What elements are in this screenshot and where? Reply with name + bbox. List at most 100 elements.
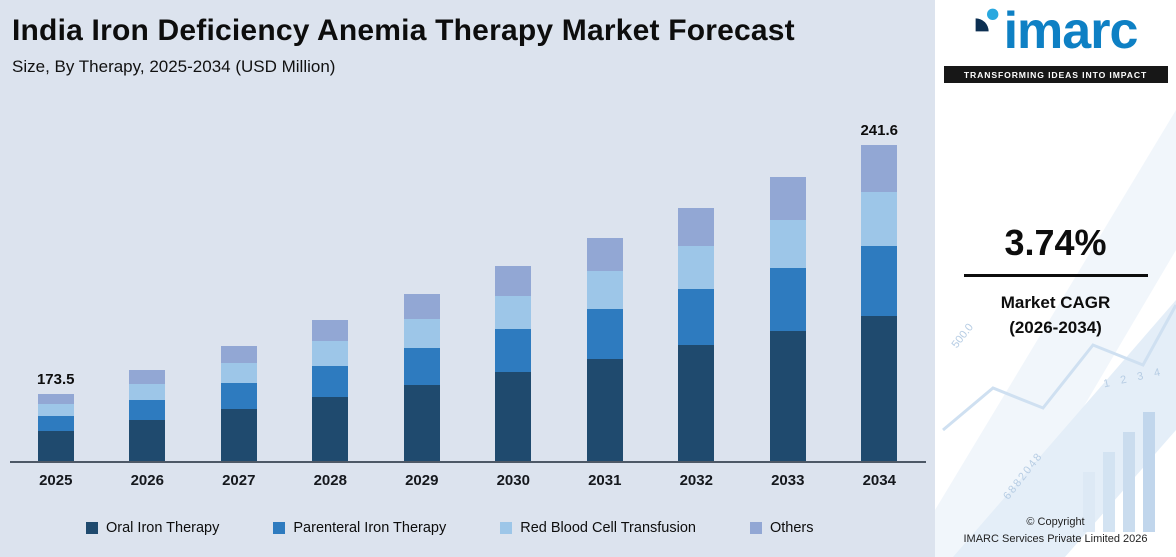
segment-parenteral-iron-therapy-2034 <box>861 246 898 316</box>
bar-column-2030 <box>468 100 560 462</box>
copyright-line1: © Copyright <box>1026 516 1085 528</box>
x-axis-label-2031: 2031 <box>588 472 622 489</box>
segment-others-2025 <box>37 394 74 405</box>
brand-panel: 500.0 1 2 3 4 6882048 imarc TRANSFORMING… <box>935 0 1176 557</box>
legend-item-parenteral-iron-therapy: Parenteral Iron Therapy <box>273 520 446 536</box>
segment-red-blood-cell-transfusion-2031 <box>586 271 623 310</box>
chart-header: India Iron Deficiency Anemia Therapy Mar… <box>12 14 795 77</box>
cagr-label: Market CAGR <box>1000 293 1111 312</box>
segment-red-blood-cell-transfusion-2025 <box>37 404 74 416</box>
x-axis-label-2030: 2030 <box>496 472 530 489</box>
legend-swatch-parenteral-iron-therapy <box>273 522 286 534</box>
bar-column-2029 <box>376 100 468 463</box>
x-axis-label-2028: 2028 <box>313 472 347 489</box>
bar-column-2025: 173.5 <box>10 100 102 462</box>
segment-others-2028 <box>312 320 349 342</box>
segment-red-blood-cell-transfusion-2032 <box>678 245 715 290</box>
segment-others-2026 <box>129 370 166 385</box>
imarc-logo: imarc TRANSFORMING IDEAS INTO IMPACT <box>935 2 1176 83</box>
copyright: © Copyright IMARC Services Private Limit… <box>935 514 1176 547</box>
segment-oral-iron-therapy-2029 <box>403 384 440 463</box>
page-subtitle: Size, By Therapy, 2025-2034 (USD Million… <box>12 57 336 76</box>
segment-parenteral-iron-therapy-2027 <box>220 382 257 409</box>
segment-others-2031 <box>586 237 623 272</box>
segment-oral-iron-therapy-2030 <box>495 371 532 462</box>
x-axis-label-2025: 2025 <box>39 472 73 489</box>
page-title: India Iron Deficiency Anemia Therapy Mar… <box>12 14 795 47</box>
segment-red-blood-cell-transfusion-2030 <box>495 295 532 329</box>
stacked-bar-2028 <box>312 320 349 462</box>
stacked-bar-2033 <box>769 177 806 463</box>
imarc-logo-icon <box>975 8 998 32</box>
stacked-bar-2034 <box>861 144 898 462</box>
segment-parenteral-iron-therapy-2033 <box>769 268 806 332</box>
stacked-bar-2025 <box>37 394 74 462</box>
segment-oral-iron-therapy-2031 <box>586 358 623 462</box>
legend-item-red-blood-cell-transfusion: Red Blood Cell Transfusion <box>500 520 696 536</box>
bar-column-2027 <box>193 100 285 462</box>
segment-parenteral-iron-therapy-2028 <box>312 365 349 397</box>
bar-column-2033 <box>742 100 834 463</box>
segment-red-blood-cell-transfusion-2034 <box>861 192 898 247</box>
x-axis-label-2029: 2029 <box>405 472 439 489</box>
cagr-block: 3.74% Market CAGR (2026-2034) <box>935 222 1176 340</box>
x-axis-line <box>10 461 926 463</box>
segment-parenteral-iron-therapy-2029 <box>403 347 440 385</box>
segment-others-2033 <box>769 177 806 220</box>
value-label-2034: 241.6 <box>860 121 899 139</box>
value-label-2025: 173.5 <box>36 371 75 389</box>
bar-column-2026 <box>102 100 194 462</box>
segment-parenteral-iron-therapy-2032 <box>678 289 715 346</box>
segment-others-2029 <box>403 293 440 319</box>
segment-red-blood-cell-transfusion-2027 <box>220 363 257 383</box>
segment-oral-iron-therapy-2032 <box>678 345 715 462</box>
legend-label-oral-iron-therapy: Oral Iron Therapy <box>106 520 220 536</box>
bar-column-2031 <box>559 100 651 462</box>
legend-label-parenteral-iron-therapy: Parenteral Iron Therapy <box>293 520 447 536</box>
bar-column-2034: 241.6 <box>834 100 926 462</box>
legend-item-oral-iron-therapy: Oral Iron Therapy <box>86 520 219 536</box>
x-axis-label-2026: 2026 <box>130 472 164 489</box>
legend-item-others: Others <box>749 520 813 536</box>
segment-red-blood-cell-transfusion-2026 <box>129 384 166 400</box>
segment-oral-iron-therapy-2027 <box>220 408 257 462</box>
segment-others-2030 <box>495 266 532 296</box>
legend-swatch-red-blood-cell-transfusion <box>500 522 513 534</box>
cagr-divider <box>963 274 1148 277</box>
chart-area: India Iron Deficiency Anemia Therapy Mar… <box>10 14 926 536</box>
segment-others-2034 <box>861 144 898 193</box>
segment-others-2027 <box>220 345 257 364</box>
x-axis-label-2034: 2034 <box>862 472 896 489</box>
chart-legend: Oral Iron Therapy Parenteral Iron Therapy… <box>86 520 813 536</box>
segment-oral-iron-therapy-2034 <box>861 316 898 462</box>
stacked-bar-2029 <box>403 293 440 463</box>
stacked-bar-2032 <box>678 207 715 462</box>
stacked-bar-2030 <box>495 266 532 462</box>
imarc-tagline: TRANSFORMING IDEAS INTO IMPACT <box>943 65 1168 83</box>
stacked-bar-2027 <box>220 345 257 462</box>
segment-parenteral-iron-therapy-2026 <box>129 399 166 420</box>
stacked-bar-plot: 173.5 241.6 <box>10 100 926 463</box>
segment-red-blood-cell-transfusion-2029 <box>403 318 440 348</box>
x-axis-labels: 2025 2026 2027 2028 2029 2030 2031 2032 2033 2034 <box>10 472 925 489</box>
segment-others-2032 <box>678 207 715 246</box>
cagr-years: (2026-2034) <box>1009 317 1102 337</box>
segment-parenteral-iron-therapy-2025 <box>37 415 74 431</box>
stacked-bar-2026 <box>129 370 166 462</box>
legend-swatch-others <box>749 522 762 534</box>
segment-parenteral-iron-therapy-2030 <box>495 328 532 372</box>
legend-label-red-blood-cell-transfusion: Red Blood Cell Transfusion <box>520 520 696 536</box>
segment-oral-iron-therapy-2028 <box>312 396 349 462</box>
segment-oral-iron-therapy-2026 <box>129 419 166 462</box>
copyright-line2: IMARC Services Private Limited 2026 <box>963 532 1148 545</box>
segment-parenteral-iron-therapy-2031 <box>586 309 623 359</box>
segment-red-blood-cell-transfusion-2028 <box>312 341 349 366</box>
segment-oral-iron-therapy-2025 <box>37 430 74 462</box>
segment-red-blood-cell-transfusion-2033 <box>769 219 806 269</box>
legend-swatch-oral-iron-therapy <box>86 522 98 534</box>
bar-column-2028 <box>285 100 377 462</box>
imarc-logo-text: imarc <box>1003 2 1139 60</box>
decorative-graphic <box>935 110 1176 557</box>
x-axis-label-2032: 2032 <box>679 472 713 489</box>
